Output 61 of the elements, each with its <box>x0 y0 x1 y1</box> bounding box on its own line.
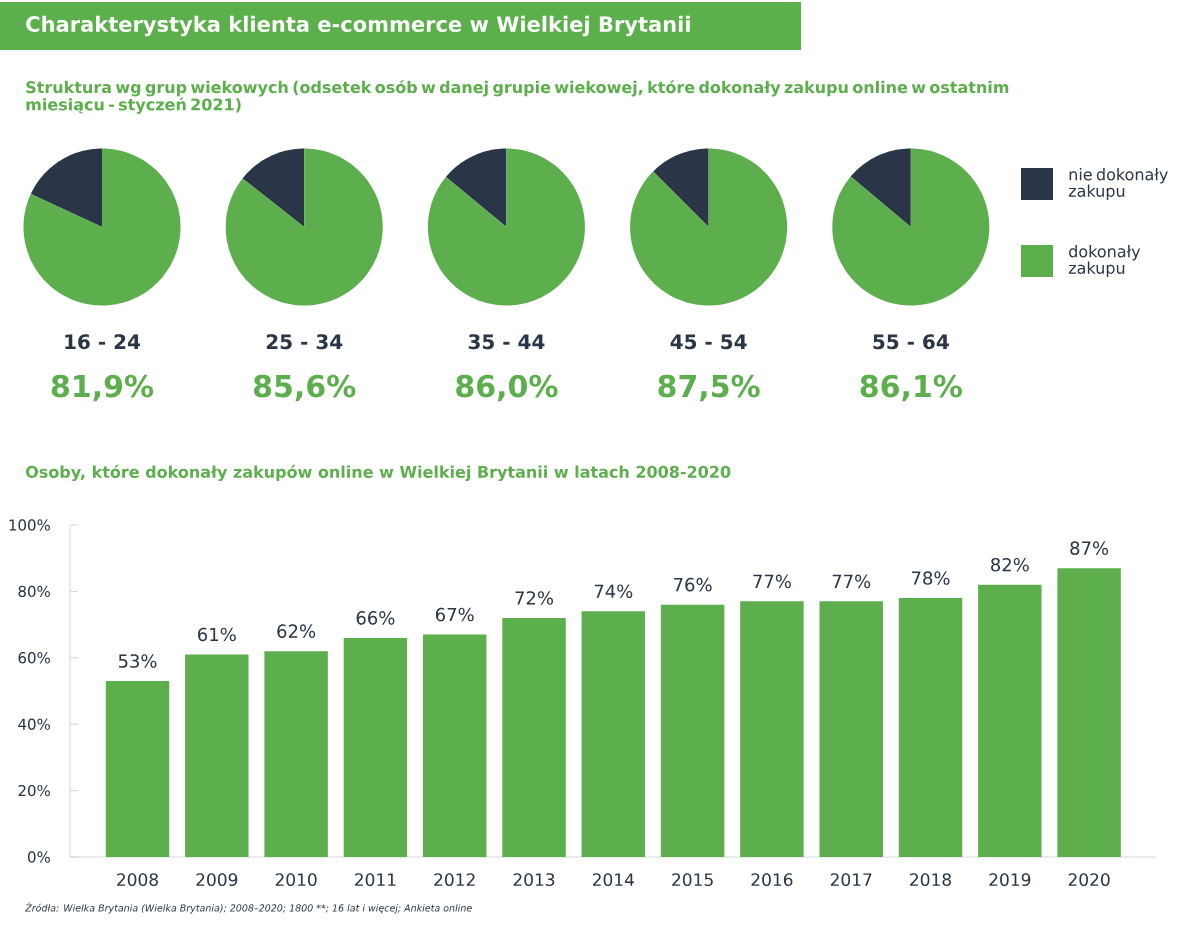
slice-label: 16 - 24 <box>65 334 141 350</box>
bar <box>660 604 725 857</box>
data-label: 85,6% <box>253 374 356 402</box>
data-label: 77% <box>832 574 871 589</box>
bar <box>1057 568 1121 857</box>
data-label: 82% <box>991 557 1029 572</box>
data-label: 77% <box>753 574 791 589</box>
data-label: 53% <box>118 654 157 668</box>
y-tick-label: 0% <box>27 851 50 863</box>
x-tick-label: 2013 <box>513 873 555 887</box>
y-tick-label: 40% <box>18 718 50 730</box>
data-label: 72% <box>515 591 554 605</box>
y-tick-label: 20% <box>18 784 50 797</box>
bar <box>264 651 328 857</box>
chart-title: Osoby, które dokonały zakupów online w Wielkiej Brytanii w latach 2008-2020 <box>26 464 731 482</box>
bar <box>422 634 487 857</box>
slice-label: 45 - 54 <box>670 334 747 350</box>
y-tick-label: 80% <box>18 585 50 598</box>
bar <box>819 601 883 857</box>
x-tick-label: 2017 <box>830 873 872 887</box>
x-tick-label: 2011 <box>355 873 396 887</box>
slice-label: 25 - 34 <box>266 334 343 350</box>
x-tick-label: 2010 <box>275 873 317 887</box>
x-tick-label: 2012 <box>434 873 475 887</box>
data-label: 78% <box>911 571 950 585</box>
data-label: 87,5% <box>658 374 760 402</box>
x-tick-label: 2008 <box>117 873 158 887</box>
data-label: 61% <box>198 627 236 642</box>
bar <box>105 681 170 857</box>
text: Źródła: Wielka Brytania (Wielka Brytania); 2008–2020; 1800 **; 16 lat i więcej; Ankieta online <box>25 902 472 914</box>
x-tick-label: 2016 <box>751 873 793 887</box>
data-label: 87% <box>1070 541 1109 555</box>
data-label: 81,9% <box>51 374 154 402</box>
data-label: 66% <box>356 611 395 625</box>
x-tick-label: 2015 <box>672 873 713 887</box>
bar <box>343 637 408 857</box>
bar <box>898 598 963 857</box>
legend-label: nie dokonały zakupu <box>1068 168 1168 200</box>
bar <box>978 584 1042 857</box>
legend-label: dokonały zakupu <box>1068 245 1141 277</box>
data-label: 86,0% <box>456 374 558 402</box>
chart-title: Charakterystyka klienta e-commerce w Wielkiej Brytanii <box>26 15 690 37</box>
bar <box>502 617 566 857</box>
x-tick-label: 2018 <box>910 873 951 887</box>
y-tick-label: 100% <box>9 519 50 531</box>
bar <box>740 601 804 857</box>
x-tick-label: 2014 <box>592 873 634 887</box>
chart-subtitle: Struktura wg grup wiekowych (odsetek osób w danej grupie wiekowej, które dokonały zakupu online w ostatnim miesiącu - styczeń 2021) <box>26 80 1009 114</box>
x-tick-label: 2020 <box>1068 873 1110 887</box>
x-tick-label: 2019 <box>989 873 1031 887</box>
x-tick-label: 2009 <box>196 873 238 887</box>
data-label: 67% <box>435 607 474 622</box>
slice-label: 55 - 64 <box>873 334 949 350</box>
bar <box>185 654 249 857</box>
y-tick-label: 60% <box>18 652 50 664</box>
data-label: 86,1% <box>860 374 962 402</box>
data-label: 62% <box>277 624 316 638</box>
slice-label: 35 - 44 <box>468 334 545 350</box>
data-label: 74% <box>594 584 633 599</box>
bar <box>581 611 646 857</box>
data-label: 76% <box>674 577 712 592</box>
